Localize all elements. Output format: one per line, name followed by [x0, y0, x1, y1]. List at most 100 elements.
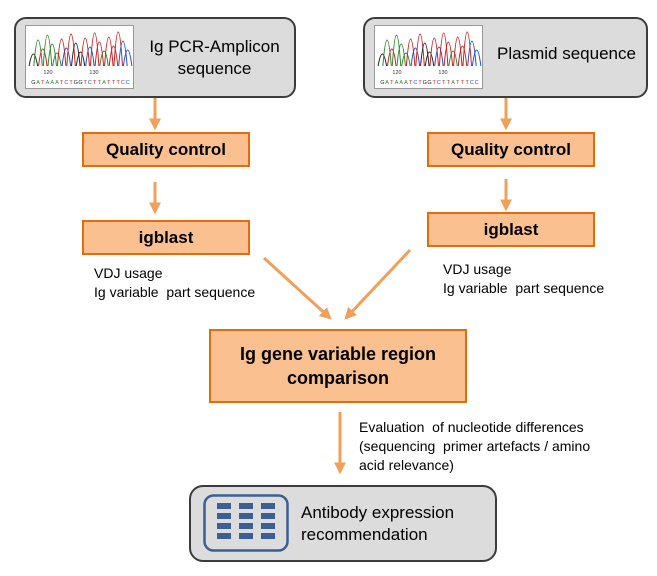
plasmid-title: Plasmid sequence [497, 44, 636, 63]
trace-peak [56, 38, 67, 67]
base-letter: T [390, 80, 394, 86]
base-letter: T [69, 80, 73, 86]
base-letter: T [112, 80, 116, 86]
trace-peak [66, 33, 76, 67]
base-letter: A [451, 80, 455, 86]
left-igblast-notes: VDJ usage Ig variable part sequence [94, 264, 255, 302]
trace-peak [71, 42, 81, 67]
trace-peak [424, 51, 435, 67]
trace-peak [467, 40, 477, 67]
trace-peak [52, 52, 62, 67]
base-letter: G [423, 80, 427, 86]
base-letter: T [447, 80, 451, 86]
trace-peak [42, 34, 53, 67]
trace-peak [448, 50, 458, 67]
evaluation-notes: Evaluation of nucleotide differences (se… [359, 418, 590, 475]
base-letter: C [126, 80, 130, 86]
trace-peak [61, 47, 72, 67]
trace-peak [396, 43, 406, 67]
base-letter: A [50, 80, 54, 86]
trace-peak [434, 46, 444, 67]
trace-peak [122, 49, 133, 67]
base-letter: A [36, 80, 40, 86]
tick-label: 120 [43, 70, 52, 76]
base-letter: T [433, 80, 437, 86]
base-letter: T [41, 80, 45, 86]
base-letter: G [31, 80, 35, 86]
base-letter: T [98, 80, 102, 86]
left-quality-control-box: Quality control [82, 132, 250, 167]
right-note-variable: Ig variable part sequence [443, 280, 605, 296]
arrow-right-igblast-to-comparison [344, 248, 412, 320]
base-letter: A [395, 80, 399, 86]
left-igblast-box: igblast [82, 220, 250, 255]
base-letter: A [46, 80, 50, 86]
pcr-amplicon-title: Ig PCR-Amplicon sequence [149, 37, 280, 78]
trace-peak [108, 45, 119, 67]
chromatogram-left: G A T A A A T C T G G T C T T A T T T C C 120 130 [25, 25, 134, 89]
right-quality-control-box: Quality control [427, 132, 595, 167]
arrow-left-igblast-to-comparison [262, 256, 332, 320]
base-letter: C [437, 80, 441, 86]
base-letter: A [404, 80, 408, 86]
trace-peak [94, 41, 105, 67]
base-letter: C [64, 80, 68, 86]
base-letter: C [475, 80, 479, 86]
tick-label: 120 [392, 70, 401, 76]
trace-peak [457, 45, 468, 67]
base-letter: T [456, 80, 460, 86]
base-letter: A [385, 80, 389, 86]
trace-peak [410, 47, 421, 67]
base-letter: T [107, 80, 111, 86]
trace-peak [38, 48, 48, 67]
trace-peak [99, 50, 109, 67]
trace-peak [391, 34, 402, 67]
trace-peak [113, 31, 123, 67]
evaluation-line-3: acid relevance) [359, 457, 454, 473]
base-letter: A [399, 80, 403, 86]
base-letter: T [418, 80, 422, 86]
trace-peak [47, 43, 57, 67]
trace-peak [75, 51, 86, 67]
trace-peak [85, 46, 95, 67]
trace-peak [438, 32, 449, 67]
base-letter: A [55, 80, 59, 86]
right-note-vdj: VDJ usage [443, 261, 512, 277]
chromatogram-right: G A T A A A T C T G G T C T T A T T T C C 120 130 [374, 25, 483, 89]
base-letter: G [427, 80, 431, 86]
base-letter: G [380, 80, 384, 86]
base-letter: T [466, 80, 470, 86]
base-letter: G [74, 80, 78, 86]
base-letter: T [409, 80, 413, 86]
trace-peak [462, 31, 472, 67]
trace-peak [401, 52, 411, 67]
evaluation-line-2: (sequencing primer artefacts / amino [359, 438, 591, 454]
trace-peak [33, 39, 43, 67]
base-letter: C [470, 80, 474, 86]
trace-peak [382, 39, 392, 67]
trace-peak [415, 33, 425, 67]
left-note-vdj: VDJ usage [94, 265, 163, 281]
left-note-variable: Ig variable part sequence [94, 284, 256, 300]
trace-peak [118, 40, 128, 67]
base-letter: T [84, 80, 88, 86]
base-letter: T [93, 80, 97, 86]
trace-peak [28, 53, 39, 67]
trace-peak [443, 41, 454, 67]
trace-peak [89, 32, 100, 67]
trace-peak [377, 53, 388, 67]
plasmid-box: G A T A A A T C T G G T C T T A T T T C C 120 130 Plasmid sequ… [363, 17, 648, 98]
base-letter: T [117, 80, 121, 86]
evaluation-line-1: Evaluation of nucleotide differences [359, 419, 584, 435]
result-title: Antibody expression recommendation [301, 503, 455, 544]
base-letter: C [413, 80, 417, 86]
pcr-amplicon-box: G A T A A A T C T G G T C T T A T T T C C 120 130 Ig PCR-Ampli… [14, 17, 296, 98]
tick-label: 130 [438, 70, 447, 76]
trace-peak [387, 48, 397, 67]
base-letter: C [88, 80, 92, 86]
trace-peak [405, 38, 416, 67]
trace-peak [453, 36, 463, 67]
